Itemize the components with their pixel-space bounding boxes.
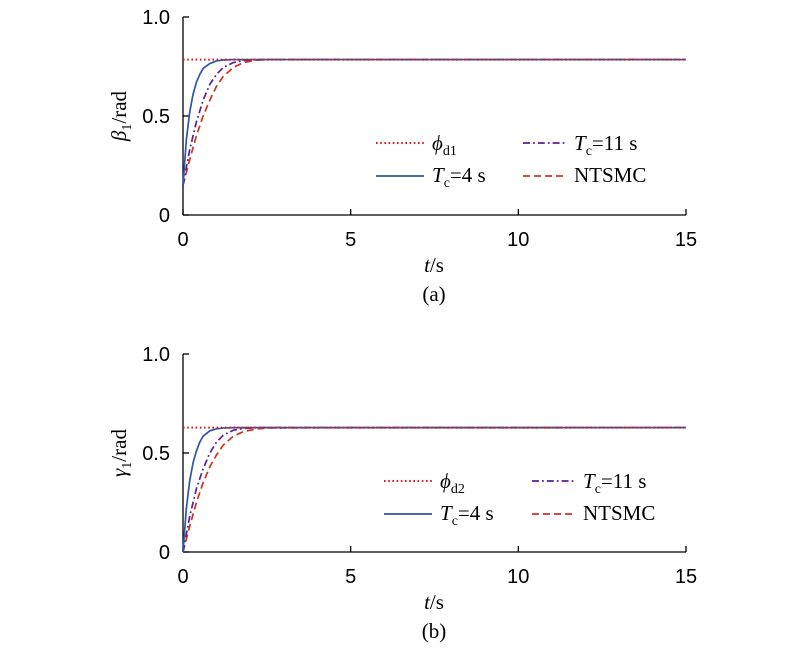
series-group xyxy=(182,58,686,186)
legend-label-tc11: Tc=11 s xyxy=(574,131,637,159)
legend: ϕd2 Tc=11 s Tc=4 s NTSMC xyxy=(384,469,655,529)
legend-label-reference: ϕd1 xyxy=(432,131,457,159)
series-line-tc4 xyxy=(182,58,686,186)
y-tick-label-0: 0 xyxy=(159,205,170,227)
legend-label-tc4: Tc=4 s xyxy=(440,501,494,529)
x-tick-label-1: 5 xyxy=(345,229,356,251)
y-axis-label: β1/rad xyxy=(107,90,135,142)
y-tick-label-2: 1.0 xyxy=(142,7,170,29)
x-axis-label: t/s xyxy=(424,253,444,277)
x-tick-label-2: 10 xyxy=(507,229,529,251)
y-tick-label-1: 0.5 xyxy=(142,443,170,465)
legend-label-ntsmc: NTSMC xyxy=(574,163,646,187)
x-tick-label-0: 0 xyxy=(177,566,188,588)
legend: ϕd1 Tc=11 s Tc=4 s NTSMC xyxy=(376,131,646,191)
x-tick-label-3: 15 xyxy=(675,566,697,588)
series-group xyxy=(182,426,687,553)
x-tick-label-1: 5 xyxy=(345,566,356,588)
panel-caption: (b) xyxy=(422,619,447,643)
panel-b: 0 0.5 1.0 0 5 10 15 t/s γ1/rad (b) ϕd2 T… xyxy=(107,344,697,643)
panel-caption: (a) xyxy=(422,282,445,306)
legend-label-tc4: Tc=4 s xyxy=(432,163,486,191)
panel-a: 0 0.5 1.0 0 5 10 15 t/s β1/rad (a) ϕd1 T… xyxy=(107,7,697,306)
x-tick-label-2: 10 xyxy=(507,566,529,588)
legend-label-ntsmc: NTSMC xyxy=(583,501,655,525)
y-tick-label-1: 0.5 xyxy=(142,106,170,128)
x-axis-label: t/s xyxy=(424,590,444,614)
tick-marks xyxy=(182,16,687,216)
legend-label-reference: ϕd2 xyxy=(440,469,465,497)
y-tick-label-0: 0 xyxy=(159,542,170,564)
y-axis-label: γ1/rad xyxy=(107,429,135,477)
series-line-tc4 xyxy=(182,426,686,553)
legend-label-tc11: Tc=11 s xyxy=(583,469,646,497)
x-tick-label-3: 15 xyxy=(675,229,697,251)
y-tick-label-2: 1.0 xyxy=(142,344,170,366)
x-tick-label-0: 0 xyxy=(177,229,188,251)
series-line-ntsmc xyxy=(182,426,687,553)
